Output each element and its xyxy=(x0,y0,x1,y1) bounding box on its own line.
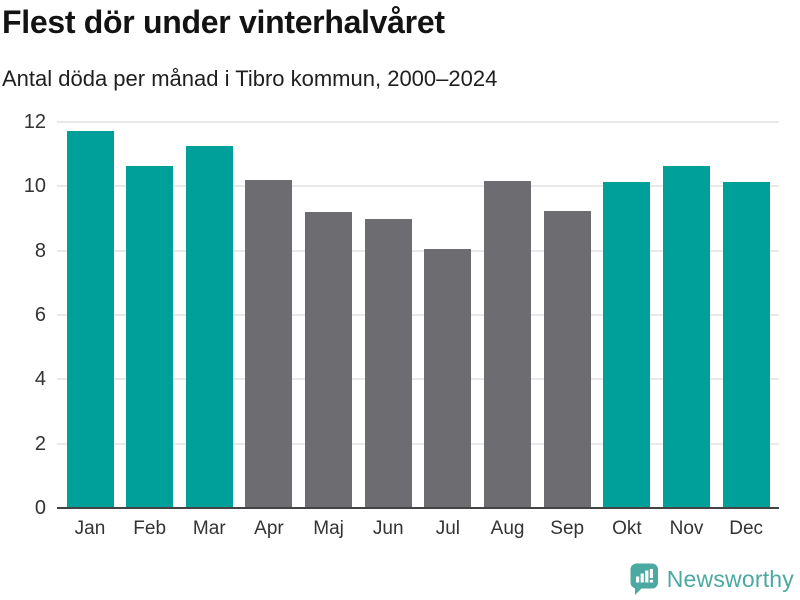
bar-mar xyxy=(185,146,233,508)
chart-subtitle: Antal döda per månad i Tibro kommun, 200… xyxy=(2,66,498,91)
y-tick-label-0: 0 xyxy=(34,497,46,519)
bar-dec xyxy=(722,182,770,508)
gridline-y-12 xyxy=(57,121,779,123)
gridline-y-6 xyxy=(57,314,779,316)
x-tick-label-dec: Dec xyxy=(729,518,764,539)
x-tick-label-jul: Jul xyxy=(435,518,461,539)
gridline-y-2 xyxy=(57,442,779,445)
bar-aug xyxy=(484,181,532,508)
x-tick-label-okt: Okt xyxy=(612,518,642,539)
x-tick-label-maj: Maj xyxy=(313,518,344,539)
bar-nov xyxy=(663,165,710,508)
gridline-y-4 xyxy=(57,378,779,381)
bar-maj xyxy=(305,212,353,508)
brand-footer: Newsworthy xyxy=(630,563,794,596)
y-tick-label-12: 12 xyxy=(23,111,46,133)
x-tick-label-nov: Nov xyxy=(669,518,704,539)
y-tick-label-8: 8 xyxy=(34,239,46,262)
x-axis-line xyxy=(57,507,779,509)
x-tick-label-apr: Apr xyxy=(254,518,284,539)
plot-area xyxy=(57,121,779,508)
bar-jun xyxy=(364,218,412,508)
bar-jan xyxy=(66,131,114,508)
gridline-y-8 xyxy=(57,249,779,252)
newsworthy-logo-icon xyxy=(630,563,658,595)
bar-apr xyxy=(245,179,293,508)
x-tick-label-feb: Feb xyxy=(133,518,167,539)
gridline-y-10 xyxy=(57,185,779,188)
bar-okt xyxy=(603,182,651,508)
y-tick-label-6: 6 xyxy=(34,304,46,326)
x-tick-label-mar: Mar xyxy=(192,518,226,539)
bar-sep xyxy=(543,210,591,508)
x-tick-label-sep: Sep xyxy=(550,518,585,539)
x-tick-label-jun: Jun xyxy=(372,518,404,539)
y-tick-label-4: 4 xyxy=(34,368,46,391)
y-tick-label-2: 2 xyxy=(34,432,46,455)
bar-jul xyxy=(424,249,472,508)
x-tick-label-aug: Aug xyxy=(490,518,525,539)
chart-title: Flest dör under vinterhalvåret xyxy=(2,4,445,40)
brand-name: Newsworthy xyxy=(666,566,794,592)
bar-feb xyxy=(126,165,174,508)
y-tick-label-10: 10 xyxy=(23,175,46,198)
x-tick-label-jan: Jan xyxy=(74,518,106,539)
